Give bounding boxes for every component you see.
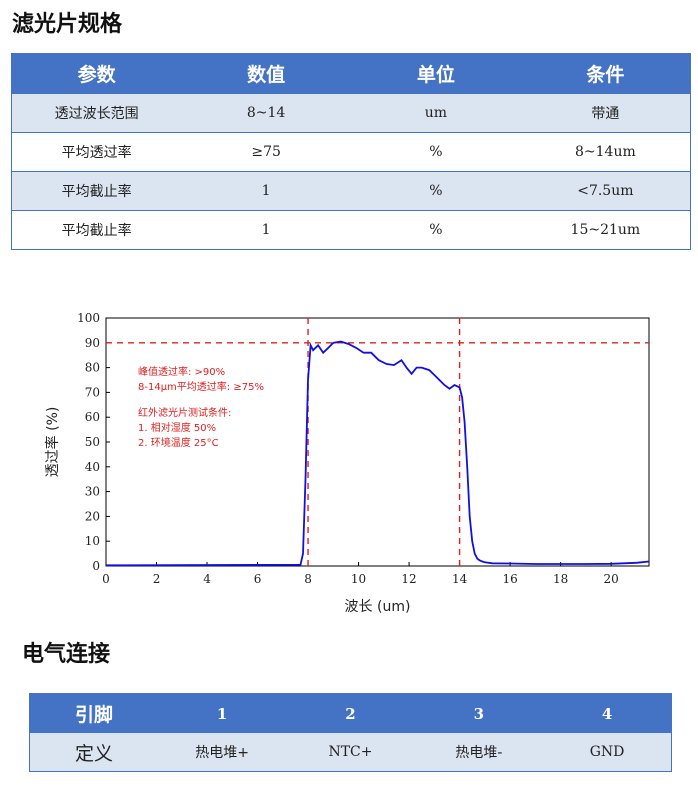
spec-header-unit: 单位: [351, 53, 521, 94]
chart-annotation: 峰值透过率: >90%: [138, 365, 225, 378]
chart-annotations: 峰值透过率: >90% 8-14μm平均透过率: ≥75% 红外滤光片测试条件: 1.…: [138, 365, 264, 449]
spec-cell-condition: <7.5um: [520, 171, 691, 211]
spec-header-row: 参数 数值 单位 条件: [11, 53, 691, 94]
y-tick-label: 90: [85, 336, 100, 350]
spec-header-value: 数值: [181, 53, 351, 94]
pin-number: 3: [414, 693, 544, 733]
pin-number: 4: [543, 693, 672, 733]
table-row: 透过波长范围 8~14 um 带通: [11, 93, 691, 133]
electrical-title: 电气连接: [22, 642, 111, 667]
x-tick-label: 8: [304, 572, 312, 586]
pin-number: 2: [286, 693, 415, 733]
spec-cell-unit: %: [351, 210, 521, 250]
table-row: 平均截止率 1 % <7.5um: [11, 171, 691, 211]
pin-definition: 热电堆+: [157, 733, 287, 772]
filter-spec-title: 滤光片规格: [12, 12, 123, 37]
x-tick-label: 0: [102, 572, 110, 586]
x-tick-label: 14: [452, 572, 468, 586]
filter-spec-table: 参数 数值 单位 条件 透过波长范围 8~14 um 带通 平均透过率 ≥75 …: [11, 53, 691, 250]
y-tick-label: 100: [77, 311, 100, 325]
y-tick-label: 40: [85, 460, 100, 474]
y-tick-label: 30: [85, 485, 100, 499]
transmission-curve: [105, 340, 650, 567]
y-tick-label: 50: [85, 435, 100, 449]
chart-annotation: 2. 环境温度 25°C: [138, 436, 219, 449]
pin-table: 引脚 1 2 3 4 定义 热电堆+ NTC+ 热电堆- GND: [29, 693, 672, 772]
pin-definition: NTC+: [286, 733, 415, 772]
pin-definition: 热电堆-: [414, 733, 544, 772]
spec-header-condition: 条件: [520, 53, 691, 94]
spec-cell-unit: um: [351, 93, 521, 133]
spec-cell-value: 1: [181, 171, 351, 211]
x-tick-label: 6: [254, 572, 262, 586]
spec-cell-condition: 15~21um: [520, 210, 691, 250]
chart-annotation: 1. 相对湿度 50%: [138, 421, 216, 434]
x-tick-label: 4: [203, 572, 211, 586]
x-tick-label: 20: [603, 572, 618, 586]
x-axis-label: 波长 (um): [345, 599, 411, 615]
pin-header-label: 引脚: [29, 693, 158, 733]
pin-definition: GND: [543, 733, 672, 772]
pin-definition-row: 定义 热电堆+ NTC+ 热电堆- GND: [29, 733, 672, 772]
y-tick-label: 20: [85, 509, 100, 523]
y-tick-label: 10: [85, 534, 100, 548]
spec-header-parameter: 参数: [11, 53, 182, 94]
chart-reference-lines: [106, 318, 649, 566]
chart-annotation: 红外滤光片测试条件:: [138, 406, 231, 419]
table-row: 平均透过率 ≥75 % 8~14um: [11, 132, 691, 172]
x-tick-label: 10: [351, 572, 366, 586]
pin-header-row: 引脚 1 2 3 4: [29, 693, 672, 733]
pin-number: 1: [157, 693, 287, 733]
spec-cell-value: ≥75: [181, 132, 351, 172]
spec-cell-parameter: 平均截止率: [11, 171, 182, 211]
spec-cell-value: 1: [181, 210, 351, 250]
chart-axes: 0 2 4 6 8 10 12 14 16 18 20 0 10 20 30 40 50 60 70 80 90 100: [77, 311, 619, 586]
y-tick-label: 70: [85, 385, 100, 399]
spec-cell-unit: %: [351, 132, 521, 172]
y-tick-label: 80: [85, 361, 100, 375]
x-tick-label: 12: [401, 572, 416, 586]
x-tick-label: 18: [553, 572, 568, 586]
x-tick-label: 2: [153, 572, 161, 586]
y-axis-label: 透过率 (%): [44, 407, 61, 478]
table-row: 平均截止率 1 % 15~21um: [11, 210, 691, 250]
spec-cell-parameter: 平均截止率: [11, 210, 182, 250]
y-tick-label: 0: [92, 559, 100, 573]
spec-cell-parameter: 透过波长范围: [11, 93, 182, 133]
chart-annotation: 8-14μm平均透过率: ≥75%: [138, 380, 264, 393]
pin-definition-label: 定义: [29, 733, 158, 772]
spec-cell-condition: 8~14um: [520, 132, 691, 172]
x-tick-label: 16: [502, 572, 517, 586]
spec-cell-condition: 带通: [520, 93, 691, 133]
spec-cell-value: 8~14: [181, 93, 351, 133]
transmission-chart: 0 2 4 6 8 10 12 14 16 18 200102030405060708090100 …: [44, 311, 650, 615]
spec-cell-unit: %: [351, 171, 521, 211]
y-tick-label: 60: [85, 410, 100, 424]
spec-cell-parameter: 平均透过率: [11, 132, 182, 172]
